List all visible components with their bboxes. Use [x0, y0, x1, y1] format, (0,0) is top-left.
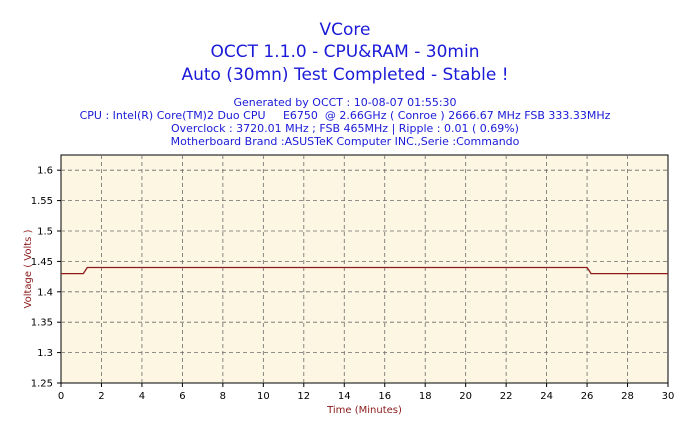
x-tick-label: 2	[98, 391, 104, 402]
y-tick-label: 1.25	[31, 379, 53, 390]
x-tick-label: 12	[297, 391, 310, 402]
chart-subtitle-2: Auto (30mn) Test Completed - Stable !	[181, 65, 509, 85]
x-tick-label: 6	[179, 391, 185, 402]
series-line-vcore	[61, 266, 668, 275]
x-tick-label: 20	[459, 391, 472, 402]
x-tick-label: 22	[500, 391, 513, 402]
plot-area	[60, 154, 669, 384]
y-tick-label: 1.35	[31, 318, 53, 329]
y-tick-label: 1.6	[37, 166, 53, 177]
y-tick-label: 1.3	[37, 348, 53, 359]
y-tick-label: 1.45	[31, 257, 53, 268]
info-cpu: CPU : Intel(R) Core(TM)2 Duo CPU E6750 @…	[79, 109, 611, 122]
y-tick-label: 1.5	[37, 227, 53, 238]
x-tick-label: 28	[621, 391, 634, 402]
y-axis-ticks: 1.25 1.3 1.35 1.4 1.45 1.5 1.55 1.6	[31, 166, 61, 390]
y-tick-label: 1.55	[31, 196, 53, 207]
x-tick-label: 10	[257, 391, 270, 402]
grid-lines	[61, 155, 668, 383]
info-overclock: Overclock : 3720.01 MHz ; FSB 465MHz | R…	[171, 122, 519, 135]
x-tick-label: 24	[540, 391, 553, 402]
x-tick-label: 0	[58, 391, 64, 402]
series-layer	[61, 266, 668, 275]
y-axis-label: Voltage ( Volts )	[23, 229, 34, 308]
y-tick-label: 1.4	[37, 287, 53, 298]
x-tick-label: 8	[220, 391, 226, 402]
x-tick-label: 14	[338, 391, 351, 402]
chart-title: VCore	[319, 20, 371, 40]
x-tick-label: 30	[662, 391, 675, 402]
x-axis-ticks: 0 2 4 6 8 10 12 14 16 18 20 22 24 26 28 30	[58, 383, 675, 402]
x-tick-label: 26	[581, 391, 594, 402]
chart-subtitle-1: OCCT 1.1.0 - CPU&RAM - 30min	[210, 42, 480, 62]
info-motherboard: Motherboard Brand :ASUSTeK Computer INC.…	[170, 135, 520, 148]
x-tick-label: 18	[419, 391, 432, 402]
info-generated: Generated by OCCT : 10-08-07 01:55:30	[233, 96, 457, 109]
x-tick-label: 4	[139, 391, 145, 402]
x-axis-label: Time (Minutes)	[326, 405, 402, 416]
x-tick-label: 16	[378, 391, 391, 402]
